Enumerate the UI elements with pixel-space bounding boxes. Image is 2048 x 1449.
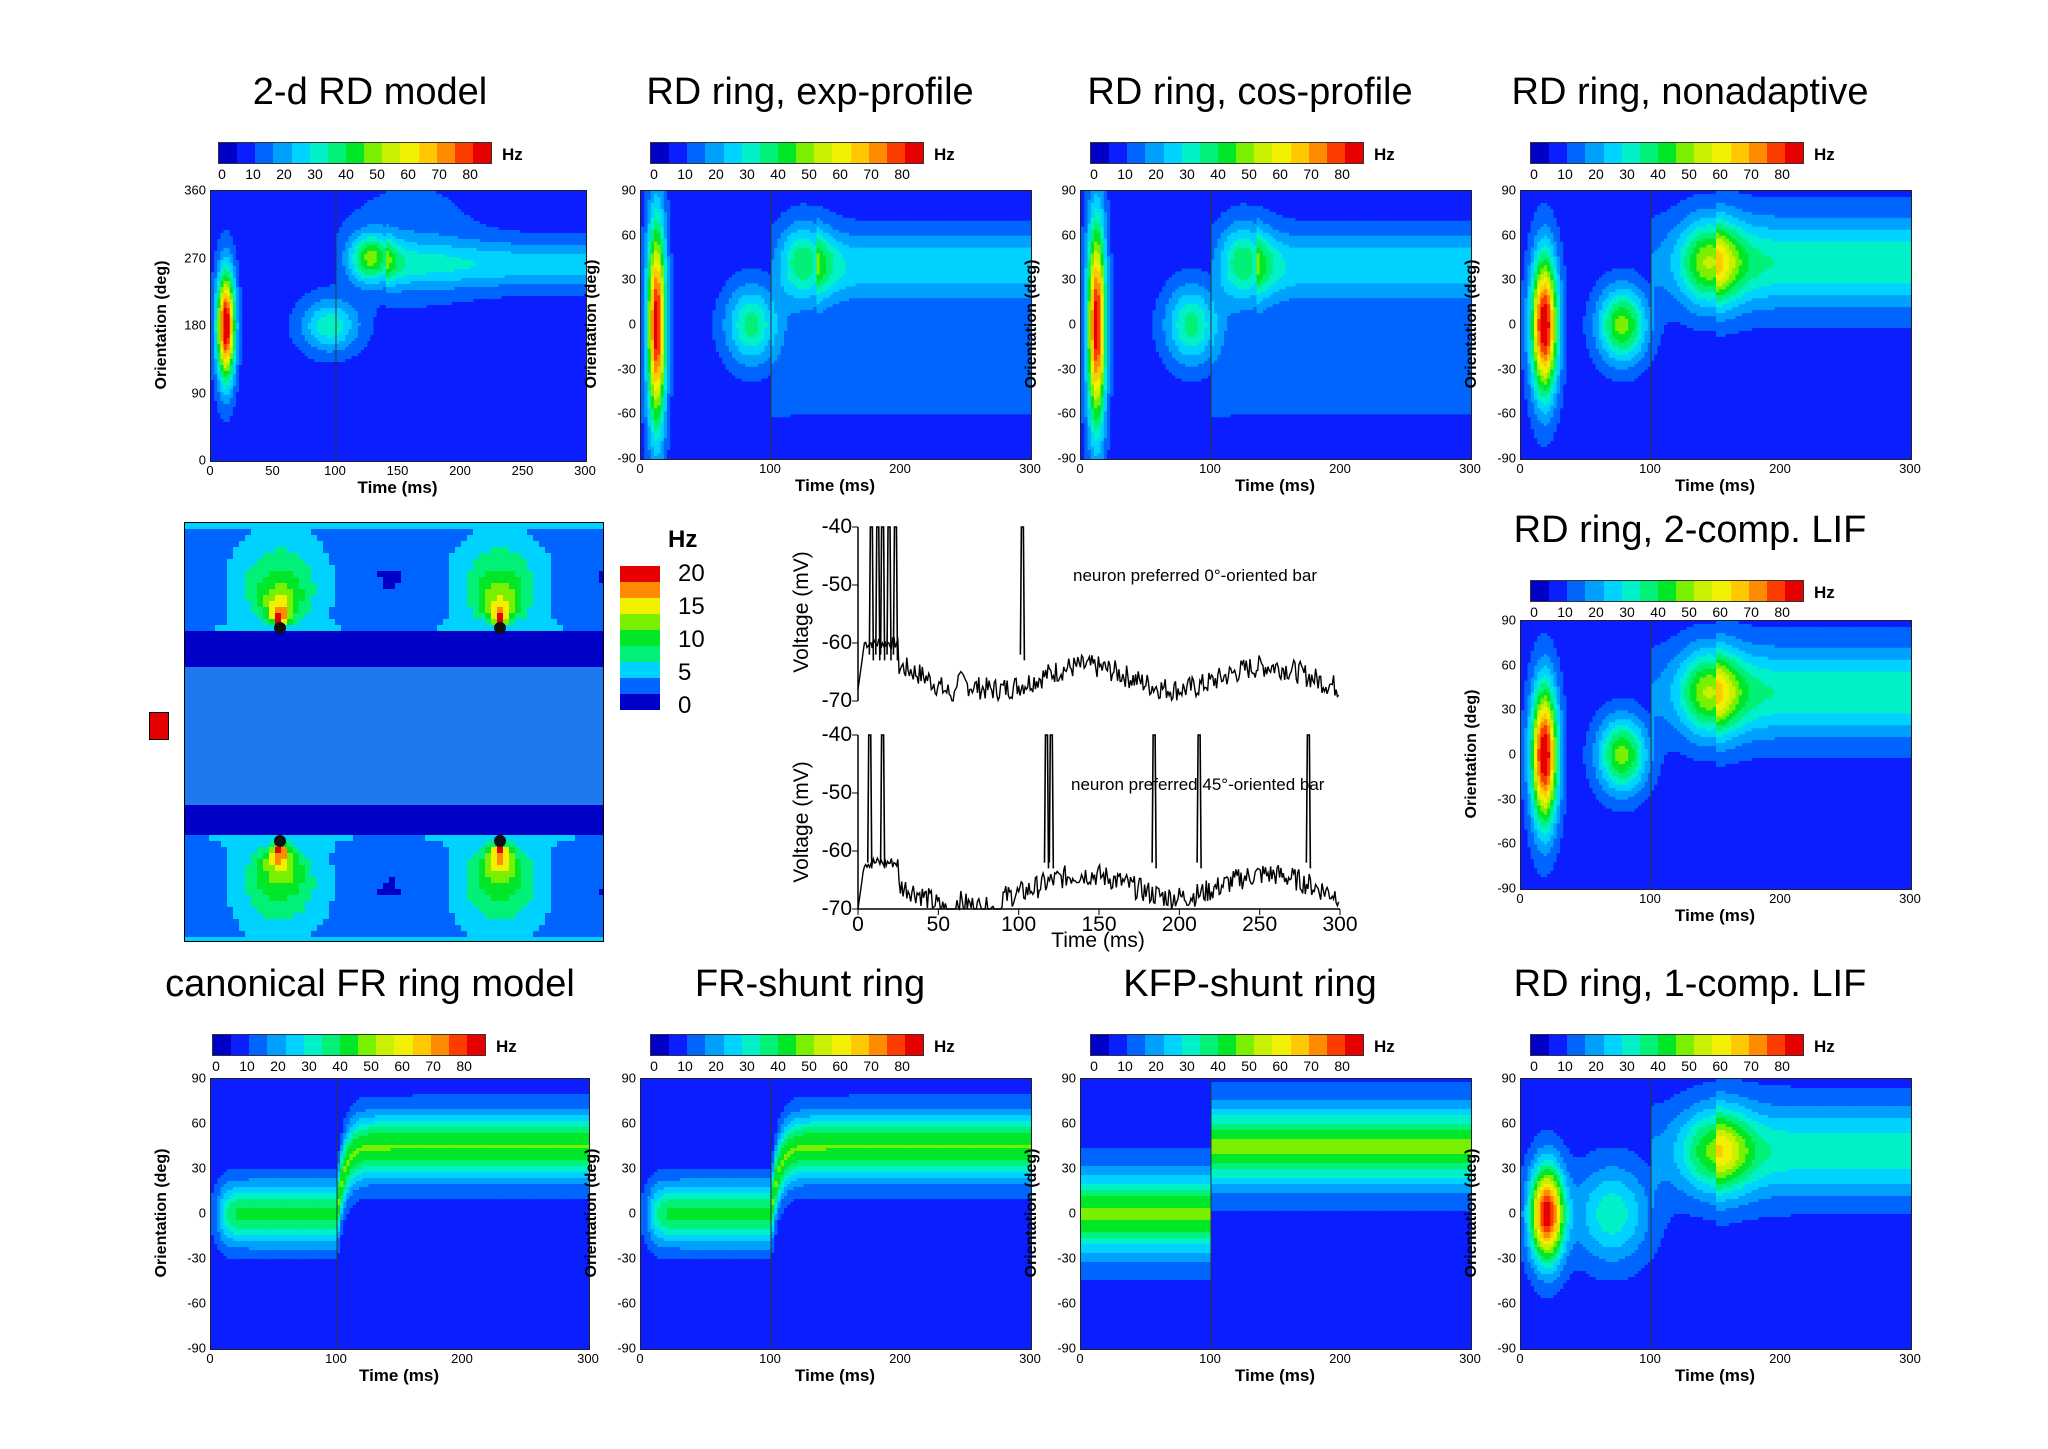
colorbar-swatch (310, 143, 328, 163)
colorbar-swatch (292, 143, 310, 163)
colorbar-tick: 40 (338, 166, 354, 182)
colorbar-tick: 0 (218, 166, 226, 182)
panel-rd2d: 2-d RD model Hz 0 10 20 30 40 50 60 70 80 0 90 180 270… (150, 70, 590, 520)
colorbar-tick: 30 (307, 166, 323, 182)
colorbar-tick: 70 (431, 166, 447, 182)
colorbar-swatch (219, 143, 237, 163)
colorbar-swatch (346, 143, 364, 163)
colorbar-swatch (419, 143, 437, 163)
panel-title: 2-d RD model (150, 70, 590, 114)
colorbar-swatch (437, 143, 455, 163)
colorbar-swatch (473, 143, 491, 163)
colorbar-swatch (237, 143, 255, 163)
colorbar-swatch (400, 143, 418, 163)
colorbar-swatch (382, 143, 400, 163)
colorbar-swatch (273, 143, 291, 163)
heatmap (210, 190, 587, 462)
colorbar-swatch (328, 143, 346, 163)
colorbar-unit: Hz (502, 145, 523, 165)
colorbar (218, 142, 492, 164)
colorbar-swatch (255, 143, 273, 163)
colorbar-tick: 10 (245, 166, 261, 182)
colorbar-tick: 60 (400, 166, 416, 182)
colorbar-tick: 50 (369, 166, 385, 182)
colorbar-swatch (455, 143, 473, 163)
colorbar-tick: 80 (462, 166, 478, 182)
colorbar-tick: 20 (276, 166, 292, 182)
colorbar-swatch (364, 143, 382, 163)
